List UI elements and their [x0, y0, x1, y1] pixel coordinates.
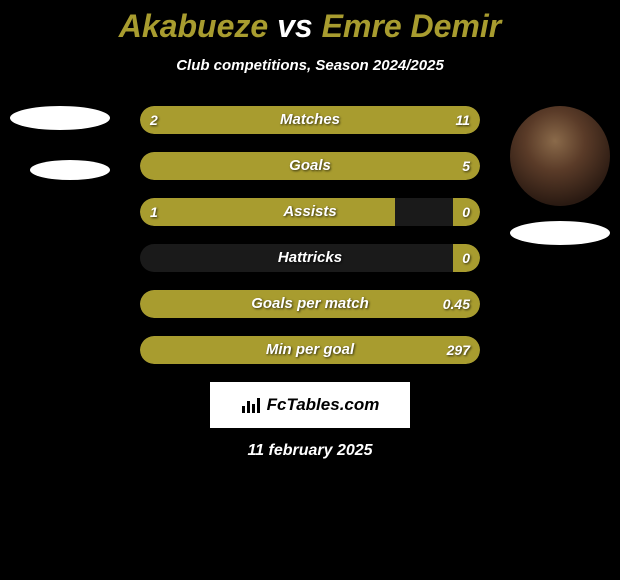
stat-bar-row: Goals5 [140, 152, 480, 180]
subtitle: Club competitions, Season 2024/2025 [0, 57, 620, 74]
bar-value-right: 0 [462, 198, 470, 226]
player1-avatar-area [10, 106, 110, 206]
stat-bar-row: Goals per match0.45 [140, 290, 480, 318]
title-player1: Akabueze [119, 8, 268, 44]
stat-bars: Matches211Goals5Assists10Hattricks0Goals… [140, 106, 480, 364]
bar-value-right: 0 [462, 244, 470, 272]
footer-logo-text: FcTables.com [267, 395, 380, 415]
comparison-card: Akabueze vs Emre Demir Club competitions… [0, 0, 620, 460]
bar-label: Hattricks [140, 244, 480, 272]
footer-date: 11 february 2025 [0, 442, 620, 460]
stat-bar-row: Assists1 0 [140, 198, 480, 226]
bar-value-right: 11 [455, 106, 470, 134]
comparison-title: Akabueze vs Emre Demir [0, 8, 620, 45]
player1-avatar-placeholder [10, 106, 110, 130]
bar-value-left: 2 [150, 106, 158, 134]
stat-bar-row: Min per goal297 [140, 336, 480, 364]
bar-value-right: 297 [447, 336, 470, 364]
stat-bar-row: Hattricks0 [140, 244, 480, 272]
bar-label: Goals [140, 152, 480, 180]
player2-avatar [510, 106, 610, 206]
player2-avatar-area [510, 106, 610, 206]
bar-value-left: 1 [150, 198, 158, 226]
title-player2: Emre Demir [322, 8, 502, 44]
bar-label: Assists [140, 198, 480, 226]
bar-value-right: 0.45 [443, 290, 470, 318]
footer-logo: FcTables.com [210, 382, 410, 428]
content-area: Matches211Goals5Assists10Hattricks0Goals… [0, 106, 620, 460]
stat-bar-row: Matches2 11 [140, 106, 480, 134]
player2-flag-placeholder [510, 221, 610, 245]
bar-value-right: 5 [462, 152, 470, 180]
bar-label: Matches [140, 106, 480, 134]
bar-label: Goals per match [140, 290, 480, 318]
player1-flag-placeholder [30, 160, 110, 180]
title-vs: vs [277, 8, 313, 44]
bars-icon [241, 396, 263, 414]
bar-label: Min per goal [140, 336, 480, 364]
